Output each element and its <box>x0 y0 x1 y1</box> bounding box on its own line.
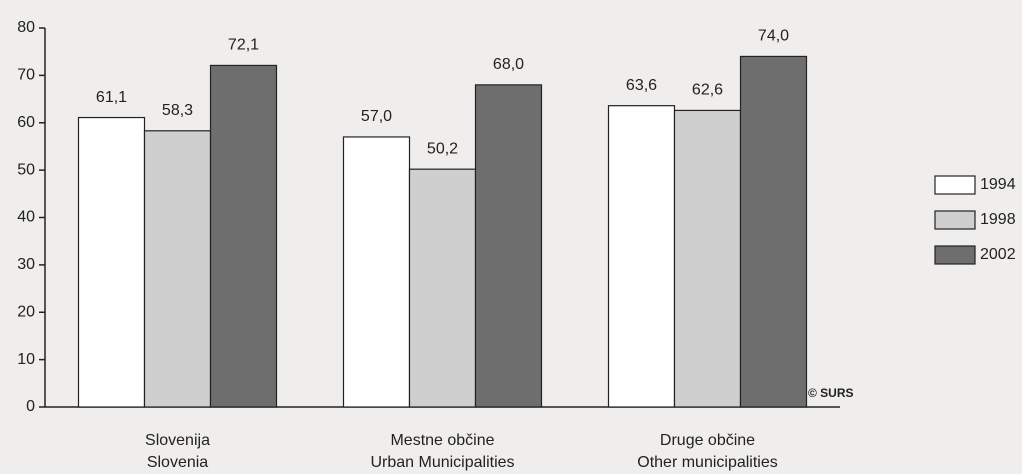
value-label: 57,0 <box>361 108 392 125</box>
x-tick-label: Other municipalities <box>637 454 778 471</box>
bar <box>143 130 212 408</box>
value-label: 50,2 <box>427 140 458 157</box>
y-tick-label: 10 <box>17 351 35 368</box>
x-tick-label: Urban Municipalities <box>370 454 514 471</box>
value-label: 74,0 <box>758 28 789 45</box>
bar <box>739 55 808 408</box>
bar <box>408 168 477 408</box>
value-label: 61,1 <box>96 89 127 106</box>
legend-swatch <box>934 175 976 195</box>
legend-swatch <box>934 210 976 230</box>
bar <box>673 109 742 408</box>
legend-swatch <box>934 245 976 265</box>
legend-label: 2002 <box>980 246 1016 263</box>
x-tick-label: Slovenia <box>147 454 208 471</box>
legend-label: 1994 <box>980 176 1016 193</box>
bar <box>209 64 278 408</box>
y-tick-label: 40 <box>17 209 35 226</box>
value-label: 63,6 <box>626 77 657 94</box>
bar <box>342 136 411 408</box>
y-tick-label: 60 <box>17 114 35 131</box>
x-tick-label: Mestne občine <box>390 432 494 449</box>
y-tick-label: 50 <box>17 161 35 178</box>
bar <box>474 84 543 408</box>
annotation: © SURS <box>808 386 854 400</box>
y-tick-label: 20 <box>17 303 35 320</box>
y-tick-label: 0 <box>26 398 35 415</box>
value-label: 62,6 <box>692 82 723 99</box>
value-label: 72,1 <box>228 37 259 54</box>
value-label: 68,0 <box>493 56 524 73</box>
bar <box>607 105 676 408</box>
x-tick-label: Druge občine <box>660 432 755 449</box>
bar <box>77 116 146 408</box>
legend-label: 1998 <box>980 211 1016 228</box>
x-tick-label: Slovenija <box>145 432 210 449</box>
y-tick-label: 80 <box>17 19 35 36</box>
y-tick-label: 70 <box>17 67 35 84</box>
y-tick-label: 30 <box>17 256 35 273</box>
value-label: 58,3 <box>162 102 193 119</box>
